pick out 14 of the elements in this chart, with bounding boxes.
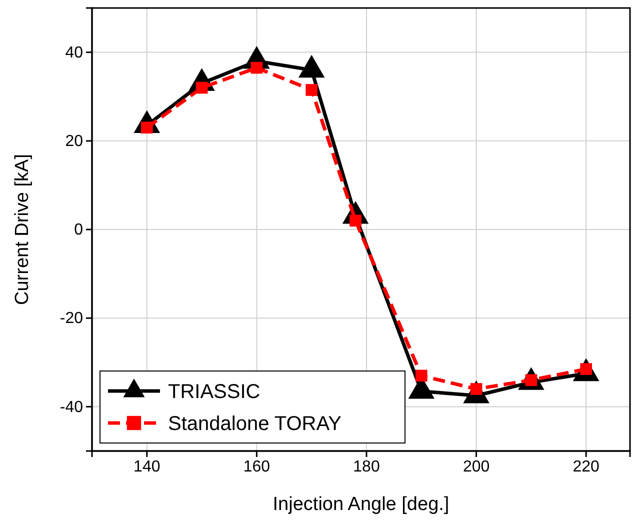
x-tick-label: 220 <box>572 458 600 476</box>
x-tick-label: 160 <box>243 458 270 476</box>
legend-label: TRIASSIC <box>168 381 260 403</box>
y-tick-label: 20 <box>65 133 84 150</box>
y-tick-label: -40 <box>60 398 84 416</box>
y-axis-title: Current Drive [kA] <box>12 154 33 305</box>
x-tick-label: 180 <box>353 458 380 476</box>
y-tick-label: -20 <box>60 310 84 328</box>
legend-label: Standalone TORAY <box>168 413 342 435</box>
x-axis-title: Injection Angle [deg.] <box>272 494 450 515</box>
y-tick-label: 40 <box>65 44 84 62</box>
x-tick-label: 140 <box>134 458 160 476</box>
y-tick-label: 0 <box>74 222 84 239</box>
x-tick-label: 200 <box>462 458 490 476</box>
